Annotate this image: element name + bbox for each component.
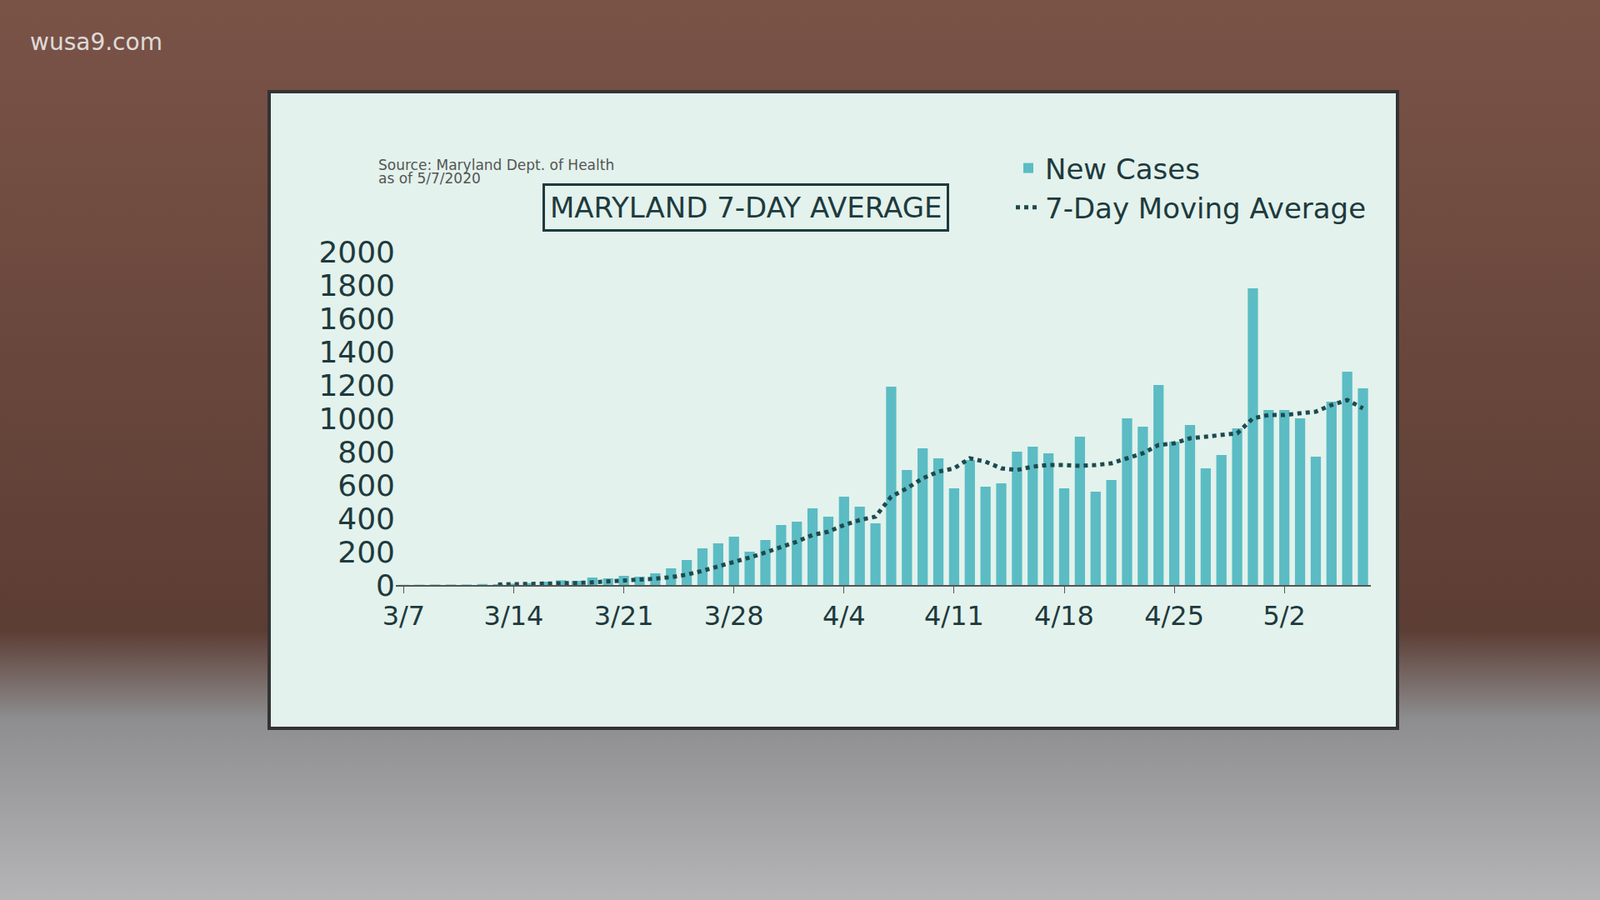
svg-text:1600: 1600 (318, 301, 395, 336)
svg-text:1400: 1400 (318, 335, 395, 370)
svg-text:as of 5/7/2020: as of 5/7/2020 (378, 170, 481, 187)
svg-text:4/11: 4/11 (924, 600, 985, 632)
svg-text:1200: 1200 (318, 368, 395, 403)
svg-text:3/21: 3/21 (594, 600, 655, 632)
svg-text:3/7: 3/7 (382, 600, 426, 632)
svg-text:5/2: 5/2 (1262, 600, 1306, 632)
svg-text:1800: 1800 (318, 268, 395, 303)
svg-text:4/4: 4/4 (822, 600, 866, 632)
svg-text:4/18: 4/18 (1034, 600, 1095, 632)
svg-text:4/25: 4/25 (1144, 600, 1205, 632)
svg-text:2000: 2000 (318, 235, 395, 270)
svg-text:0: 0 (375, 568, 395, 603)
svg-text:New Cases: New Cases (1045, 152, 1200, 186)
svg-text:800: 800 (337, 435, 395, 470)
svg-text:200: 200 (337, 535, 395, 570)
svg-text:3/14: 3/14 (484, 600, 545, 632)
html-text:wusa9.com: wusa9.com (30, 28, 163, 56)
svg-text:600: 600 (337, 468, 395, 503)
svg-text:3/28: 3/28 (704, 600, 765, 632)
svg-text:7-Day Moving Average: 7-Day Moving Average (1045, 191, 1366, 225)
svg-text:1000: 1000 (318, 401, 395, 436)
svg-text:Source: Maryland Dept. of Heal: Source: Maryland Dept. of Health (378, 156, 615, 174)
svg-text:MARYLAND 7-DAY AVERAGE: MARYLAND 7-DAY AVERAGE (550, 190, 942, 225)
svg-text:400: 400 (337, 501, 395, 536)
